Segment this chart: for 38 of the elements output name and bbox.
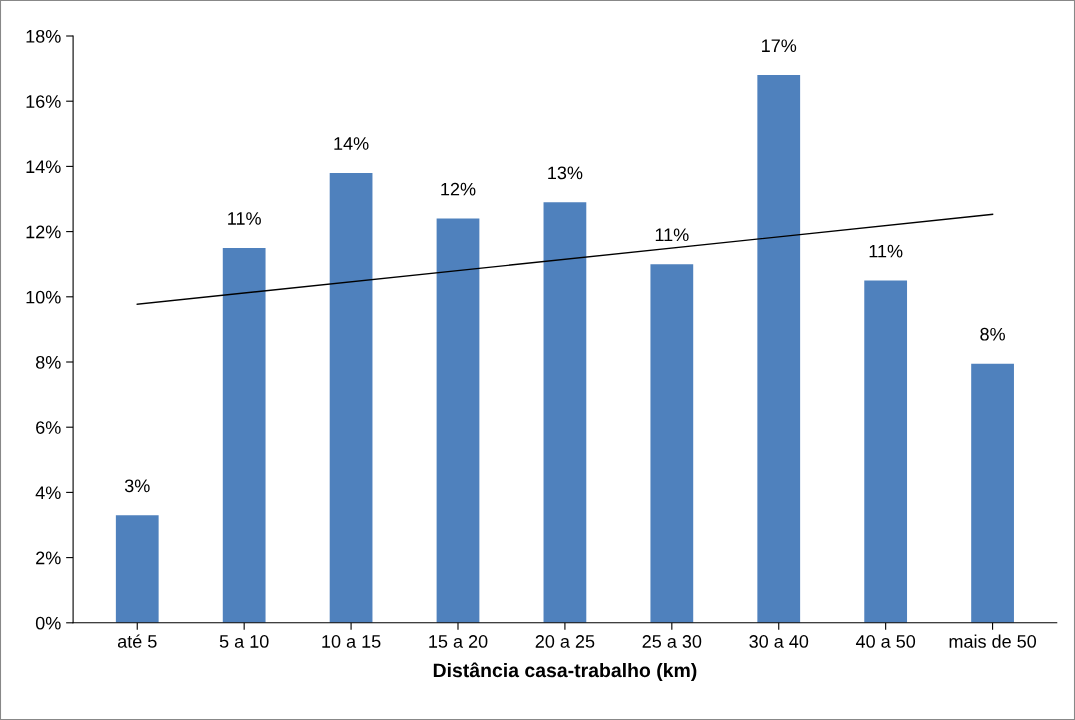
x-tick-label: 10 a 15	[322, 635, 381, 648]
x-tick-label: 20 a 25	[535, 635, 595, 648]
x-tick-label: 25 a 30	[642, 635, 702, 648]
data-label: 13%	[548, 166, 583, 180]
bar	[115, 515, 159, 623]
x-tick-label: 5 a 10	[219, 635, 269, 648]
y-tick-label: 0%	[35, 616, 61, 630]
data-label: 11%	[869, 244, 903, 258]
data-label: 8%	[980, 327, 1005, 341]
y-tick-label: 2%	[36, 551, 61, 565]
x-tick-label: até 5	[117, 634, 157, 648]
y-tick-label: 10%	[26, 290, 61, 304]
y-tick-label: 6%	[36, 421, 61, 434]
y-tick-label: 16%	[26, 95, 61, 108]
y-tick-label: 8%	[35, 355, 61, 369]
bar	[971, 363, 1014, 623]
x-tick-label: 40 a 50	[855, 635, 916, 648]
x-axis-title: Distância casa-trabalho (km)	[433, 662, 697, 682]
bar	[436, 218, 480, 623]
data-label: 12%	[441, 182, 476, 196]
bar	[222, 247, 266, 623]
y-tick-label: 14%	[26, 160, 61, 174]
y-tick-label: 18%	[26, 29, 61, 43]
data-label: 11%	[228, 212, 261, 225]
x-tick-label: mais de 50	[949, 634, 1037, 648]
y-tick-label: 4%	[35, 486, 61, 500]
data-label: 14%	[334, 137, 369, 150]
bar	[543, 202, 587, 623]
x-tick-label: 15 a 20	[429, 635, 488, 648]
data-label: 17%	[762, 39, 797, 53]
y-tick-label: 12%	[26, 225, 61, 239]
x-tick-label: 30 a 40	[749, 635, 809, 648]
bar	[650, 264, 694, 623]
bar	[757, 75, 801, 623]
data-label: 3%	[124, 479, 150, 493]
bar	[329, 172, 373, 623]
bar	[864, 280, 908, 623]
data-label: 11%	[655, 228, 689, 242]
